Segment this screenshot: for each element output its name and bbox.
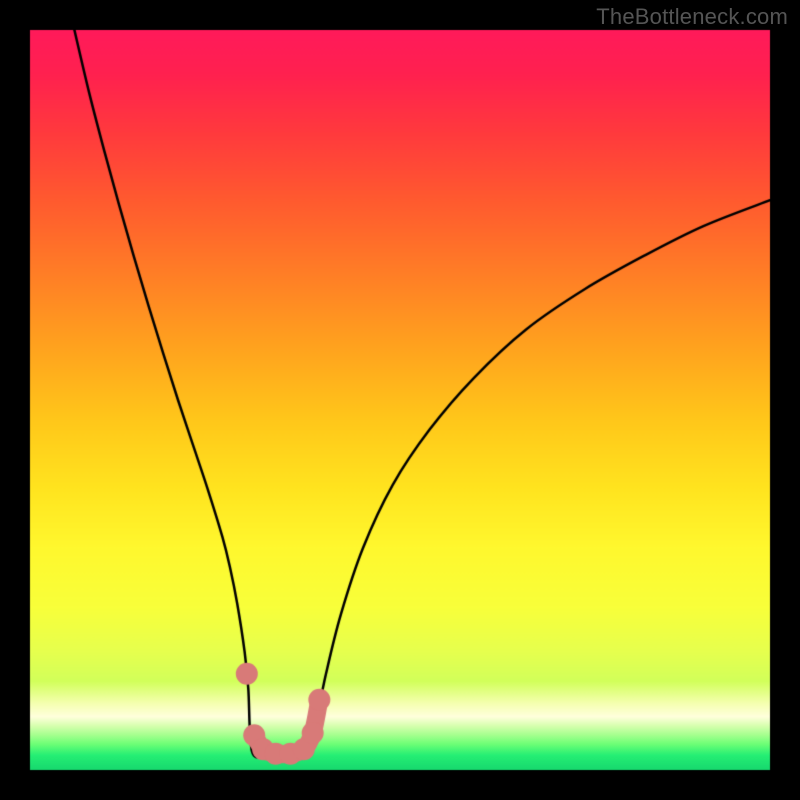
chart-container: TheBottleneck.com bbox=[0, 0, 800, 800]
bottleneck-curve-chart bbox=[0, 0, 800, 800]
watermark-text: TheBottleneck.com bbox=[596, 4, 788, 30]
